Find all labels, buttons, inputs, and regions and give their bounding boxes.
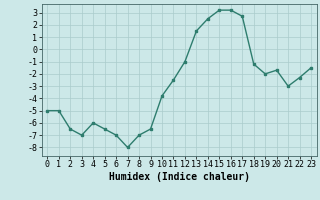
X-axis label: Humidex (Indice chaleur): Humidex (Indice chaleur) [109,172,250,182]
